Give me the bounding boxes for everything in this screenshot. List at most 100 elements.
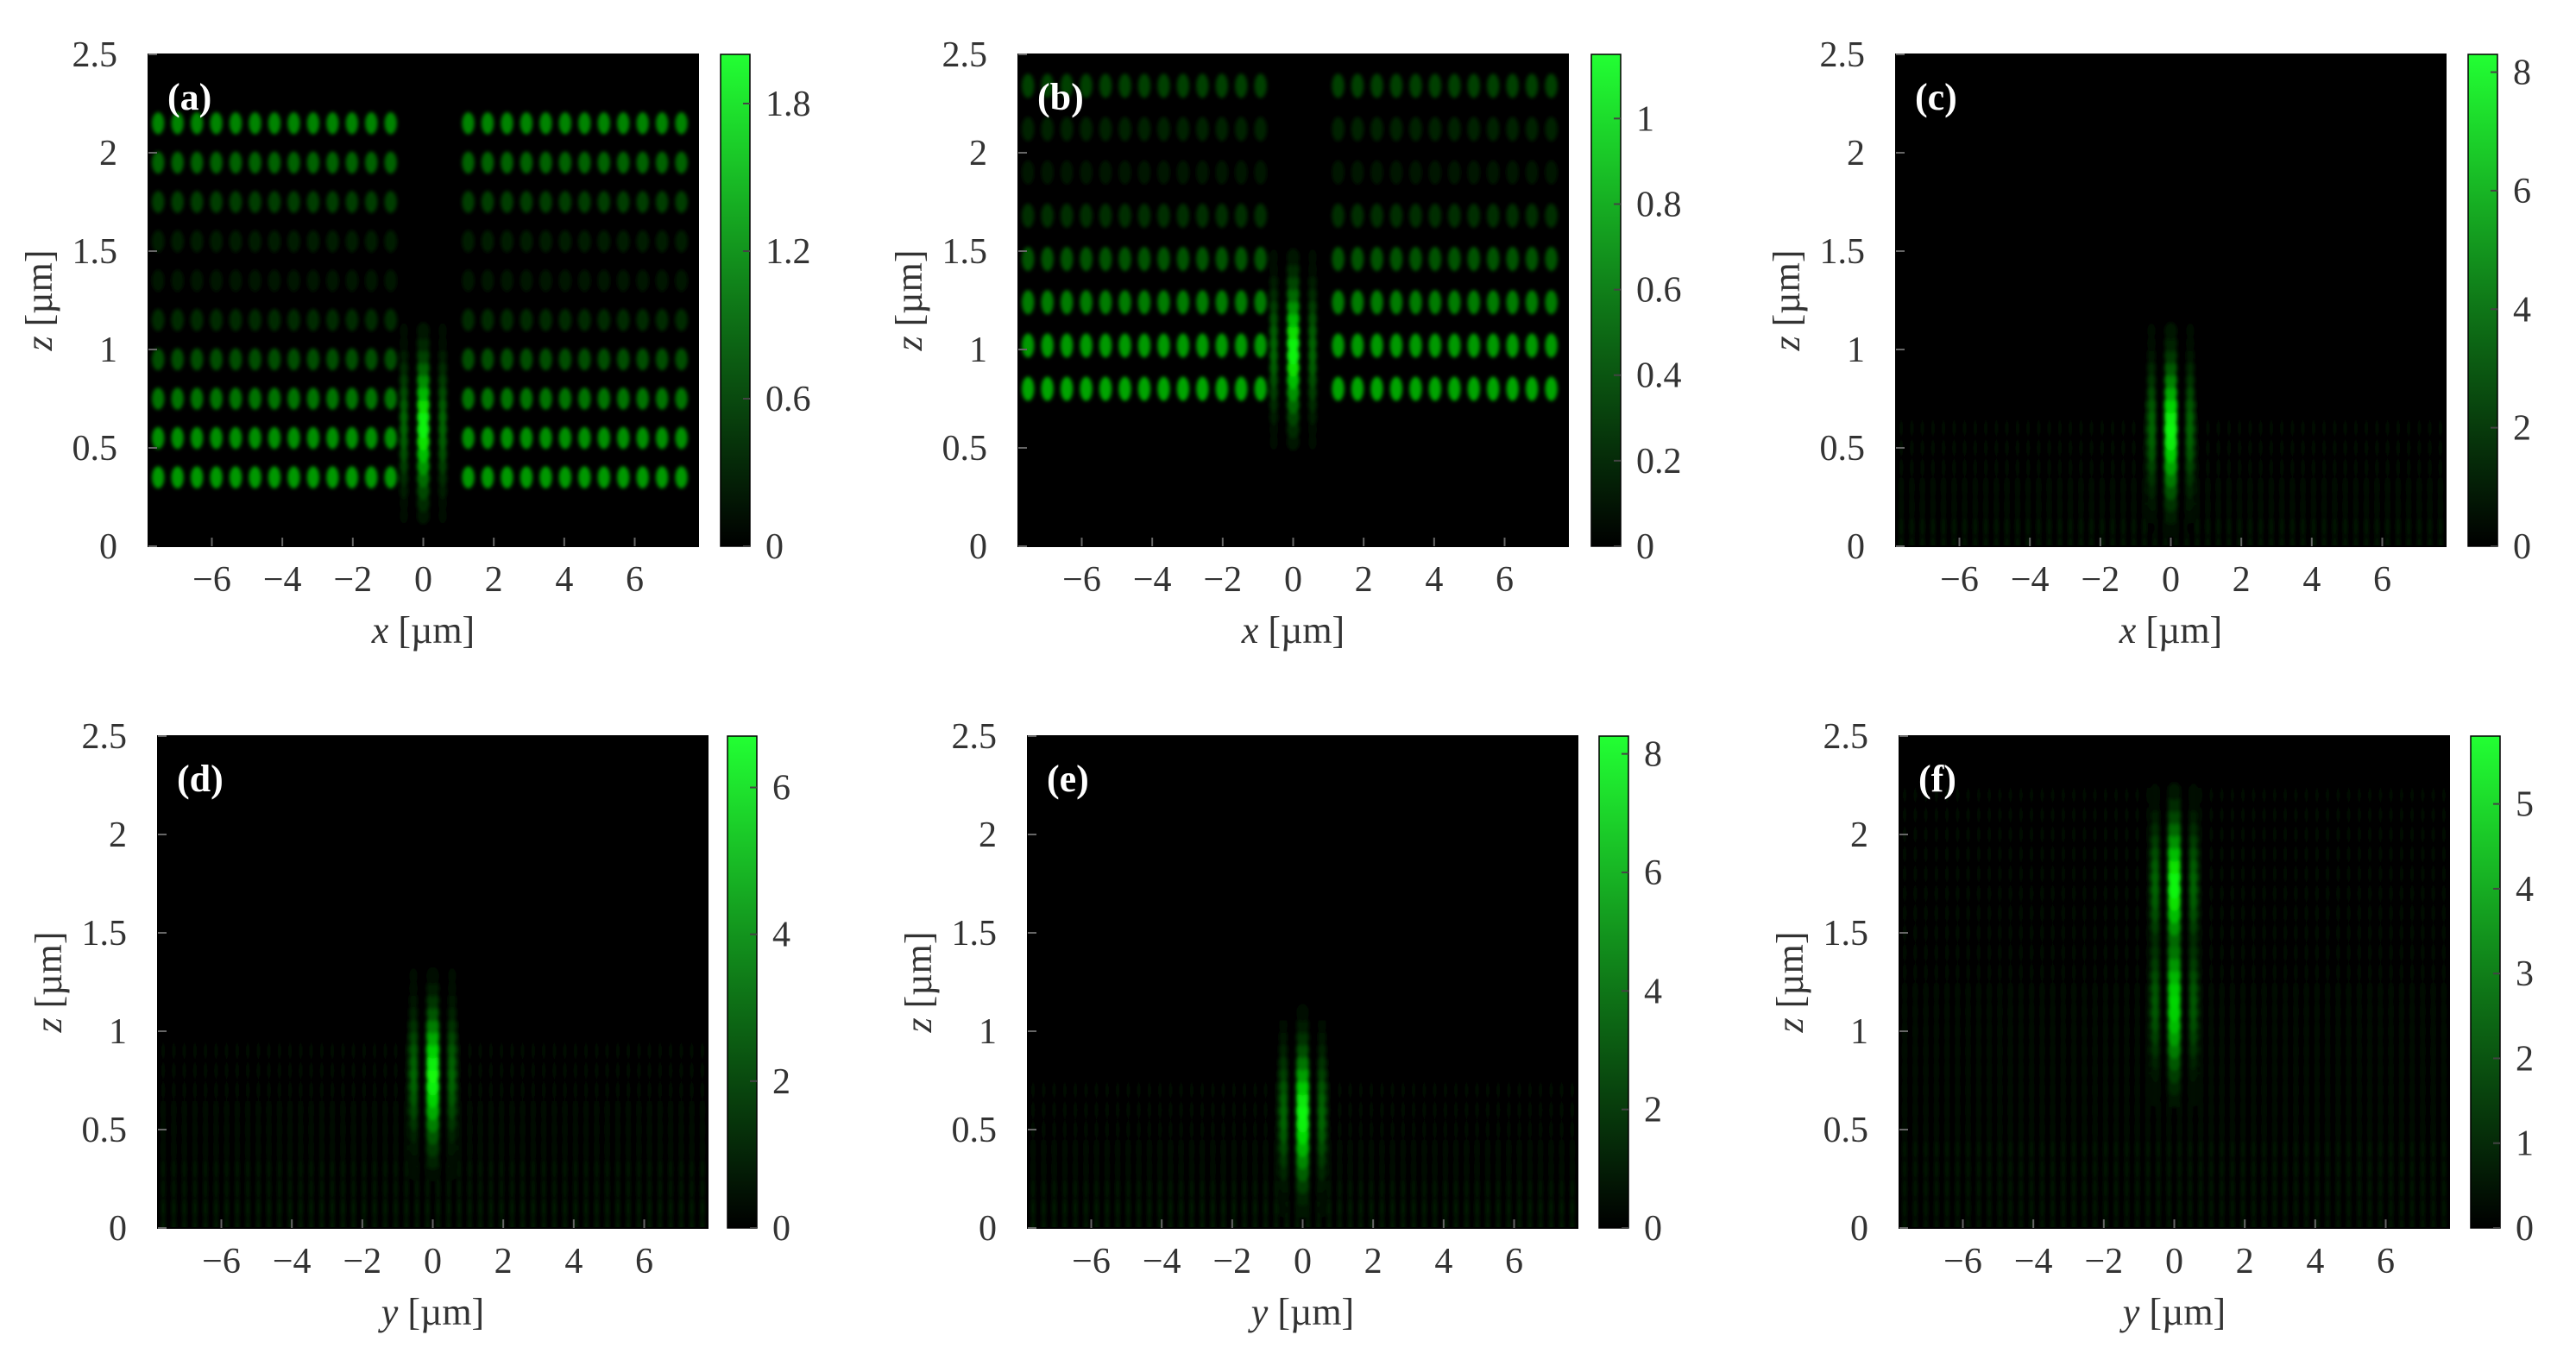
fringe-spot xyxy=(1105,1138,1110,1161)
fringe-spot xyxy=(2057,456,2063,479)
fringe-spot xyxy=(1902,843,1907,866)
fringe-spot xyxy=(2145,803,2151,826)
fringe-spot xyxy=(1380,1138,1384,1161)
fringe-spot xyxy=(700,1138,705,1161)
fringe-spot xyxy=(2029,1040,2034,1062)
fringe-spot xyxy=(563,1040,567,1062)
fringe-spot xyxy=(2343,515,2347,538)
fringe-spot xyxy=(488,1079,494,1101)
fringe-spot xyxy=(2082,823,2087,846)
fringe-spot xyxy=(2195,476,2200,499)
fringe-spot xyxy=(2100,456,2105,479)
fringe-spot xyxy=(2304,803,2308,826)
fringe-spot xyxy=(384,191,397,213)
fringe-spot xyxy=(1956,1217,1960,1228)
fringe-spot xyxy=(1956,1079,1960,1101)
fringe-spot xyxy=(345,466,358,488)
fringe-spot xyxy=(1433,1158,1437,1181)
beam-sidelobe xyxy=(409,1004,418,1021)
fringe-spot xyxy=(2325,961,2330,984)
fringe-spot xyxy=(1976,863,1981,885)
fringe-spot xyxy=(2198,745,2203,767)
fringe-spot xyxy=(2290,437,2295,459)
fringe-spot xyxy=(1105,1060,1110,1082)
fringe-spot xyxy=(309,1138,313,1161)
fringe-spot xyxy=(2025,437,2031,459)
fringe-spot xyxy=(1215,116,1228,142)
fringe-spot xyxy=(539,230,552,253)
fringe-spot xyxy=(1987,1177,1992,1199)
fringe-spot xyxy=(384,269,397,292)
fringe-spot xyxy=(2025,515,2031,538)
fringe-spot xyxy=(1913,1040,1918,1062)
beam-spot xyxy=(2164,420,2177,438)
fringe-spot xyxy=(1525,160,1539,185)
fringe-spot xyxy=(700,1177,705,1199)
fringe-spot xyxy=(2198,1177,2203,1199)
fringe-spot xyxy=(1380,1099,1384,1121)
colorbar-gradient xyxy=(1598,735,1629,1229)
fringe-spot xyxy=(2113,1000,2119,1023)
beam-sidelobe xyxy=(448,1103,457,1119)
fringe-spot xyxy=(2029,863,2034,885)
fringe-spot xyxy=(1966,941,1970,964)
fringe-spot xyxy=(1189,1177,1194,1199)
x-axis-label: x [µm] xyxy=(2119,609,2222,652)
fringe-spot xyxy=(501,230,513,253)
fringe-spot xyxy=(1956,882,1960,904)
y-tick-label: 0 xyxy=(1847,527,1865,567)
fringe-spot xyxy=(1137,333,1151,358)
fringe-spot xyxy=(2019,1020,2024,1042)
fringe-spot xyxy=(1517,1138,1521,1161)
x-tick-label: 0 xyxy=(2165,1242,2183,1281)
fringe-spot xyxy=(1332,160,1345,185)
fringe-spot xyxy=(2100,397,2105,419)
fringe-spot xyxy=(558,466,572,488)
beam-sidelobe xyxy=(2151,992,2159,1009)
fringe-spot xyxy=(214,1138,218,1161)
fringe-spot xyxy=(2156,745,2161,767)
fringe-spot xyxy=(2399,1118,2404,1141)
fringe-spot xyxy=(541,1118,546,1141)
fringe-spot xyxy=(1080,160,1093,185)
fringe-spot xyxy=(637,1138,641,1161)
fringe-spot xyxy=(2145,1217,2151,1228)
fringe-spot xyxy=(1115,1158,1120,1181)
fringe-spot xyxy=(2431,1138,2435,1161)
fringe-spot xyxy=(1022,376,1035,401)
fringe-spot xyxy=(2113,765,2119,787)
fringe-spot xyxy=(2409,882,2415,904)
fringe-spot xyxy=(2409,980,2415,1003)
fringe-spot xyxy=(2037,397,2041,419)
fringe-spot xyxy=(2209,902,2214,924)
fringe-spot xyxy=(2071,902,2076,924)
colorbar-tick-label: 2 xyxy=(2516,1039,2534,1079)
beam-sidelobe xyxy=(1269,409,1278,425)
fringe-spot xyxy=(1966,843,1970,866)
fringe-spot xyxy=(2071,1217,2076,1228)
fringe-spot xyxy=(2093,1138,2097,1161)
fringe-spot xyxy=(1998,1079,2002,1101)
beam-sidelobe xyxy=(2151,918,2159,935)
fringe-spot xyxy=(1570,1197,1575,1219)
fringe-spot xyxy=(1475,1060,1479,1082)
fringe-spot xyxy=(2321,476,2327,499)
fringe-spot xyxy=(1930,437,1936,459)
fringe-spot xyxy=(362,1177,367,1199)
fringe-spot xyxy=(306,151,320,174)
fringe-spot xyxy=(2237,397,2242,419)
fringe-spot xyxy=(1924,1000,1928,1023)
fringe-spot xyxy=(2321,397,2327,419)
fringe-spot xyxy=(383,1138,387,1161)
fringe-spot xyxy=(2061,1158,2066,1181)
fringe-spot xyxy=(647,1158,652,1181)
colorbar-gradient xyxy=(2470,735,2501,1229)
fringe-spot xyxy=(2103,1020,2108,1042)
fringe-spot xyxy=(2156,1197,2161,1219)
fringe-spot xyxy=(578,230,591,253)
beam-sidelobe xyxy=(1318,1066,1326,1082)
fringe-spot xyxy=(326,230,339,253)
fringe-spot xyxy=(341,1158,345,1181)
fringe-spot xyxy=(2431,882,2435,904)
x-tick-label: 2 xyxy=(1364,1242,1382,1281)
